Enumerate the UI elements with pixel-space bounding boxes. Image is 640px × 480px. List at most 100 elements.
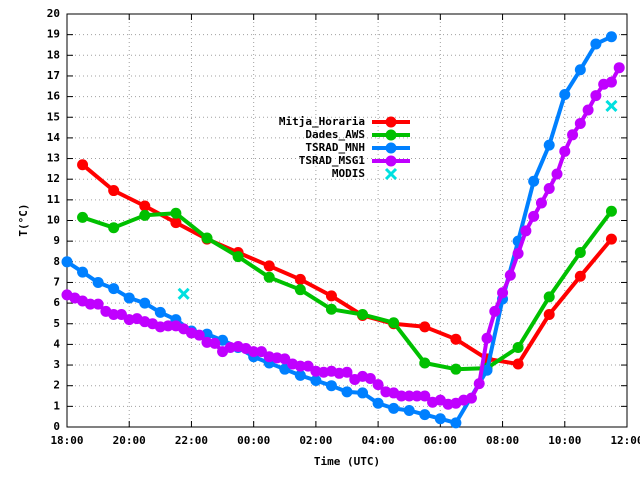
point-marker (279, 353, 291, 365)
point-marker (543, 291, 555, 303)
point-marker (372, 379, 384, 391)
point-marker (248, 346, 260, 358)
point-marker (325, 290, 337, 302)
point-marker (108, 185, 120, 197)
x-tick-label: 04:00 (362, 434, 395, 447)
point-marker (605, 99, 618, 112)
point-marker (504, 269, 516, 281)
point-marker (170, 207, 182, 219)
y-tick-label: 0 (53, 420, 60, 433)
point-marker (193, 329, 205, 341)
point-marker (528, 210, 540, 222)
x-tick-label: 22:00 (175, 434, 208, 447)
point-marker (263, 271, 275, 283)
y-tick-label: 1 (53, 399, 60, 412)
point-marker (77, 211, 89, 223)
point-marker (613, 62, 625, 74)
point-marker (357, 308, 369, 320)
point-marker (310, 375, 322, 387)
point-marker (325, 303, 337, 315)
point-marker (372, 397, 384, 409)
point-marker (450, 363, 462, 375)
point-marker (574, 64, 586, 76)
point-marker (497, 287, 509, 299)
point-marker (574, 247, 586, 259)
y-tick-label: 2 (53, 379, 60, 392)
point-marker (512, 358, 524, 370)
point-marker (170, 217, 182, 229)
point-marker (582, 104, 594, 116)
point-marker (605, 31, 617, 43)
point-marker (403, 404, 415, 416)
point-marker (450, 417, 462, 429)
point-marker (512, 341, 524, 353)
y-tick-label: 7 (53, 275, 60, 288)
y-tick-label: 14 (47, 131, 61, 144)
point-marker (395, 390, 407, 402)
point-marker (177, 287, 190, 300)
point-marker (403, 390, 415, 402)
point-marker (535, 197, 547, 209)
legend-label: TSRAD_MSG1 (299, 154, 366, 167)
point-marker (528, 175, 540, 187)
point-marker (61, 256, 73, 268)
series-line (81, 163, 613, 366)
point-marker (559, 145, 571, 157)
point-marker (419, 321, 431, 333)
point-marker (325, 380, 337, 392)
y-tick-label: 6 (53, 296, 60, 309)
y-tick-label: 8 (53, 255, 60, 268)
point-marker (263, 260, 275, 272)
x-tick-label: 00:00 (237, 434, 270, 447)
y-tick-label: 12 (47, 172, 60, 185)
point-marker (481, 332, 493, 344)
point-marker (108, 308, 120, 320)
legend-marker (385, 155, 397, 167)
y-tick-label: 10 (47, 214, 60, 227)
y-tick-label: 5 (53, 317, 60, 330)
point-marker (255, 346, 267, 358)
point-marker (357, 387, 369, 399)
point-marker (450, 333, 462, 345)
point-marker (388, 402, 400, 414)
y-tick-label: 20 (47, 7, 60, 20)
point-marker (419, 390, 431, 402)
point-marker (232, 251, 244, 263)
x-tick-label: 12:00 (610, 434, 640, 447)
point-marker (481, 364, 493, 376)
point-marker (419, 357, 431, 369)
point-marker (574, 117, 586, 129)
point-marker (77, 159, 89, 171)
point-marker (543, 182, 555, 194)
point-marker (154, 306, 166, 318)
point-marker (209, 337, 221, 349)
point-marker (512, 248, 524, 260)
x-tick-label: 02:00 (299, 434, 332, 447)
point-marker (123, 292, 135, 304)
point-marker (77, 266, 89, 278)
point-marker (411, 390, 423, 402)
point-marker (434, 413, 446, 425)
legend-label: TSRAD_MNH (305, 141, 365, 154)
x-tick-label: 08:00 (486, 434, 519, 447)
point-marker (520, 225, 532, 237)
legend-label: Mitja_Horaria (279, 115, 365, 128)
y-tick-label: 11 (47, 193, 61, 206)
x-tick-label: 18:00 (50, 434, 83, 447)
y-tick-label: 4 (53, 337, 60, 350)
point-marker (115, 308, 127, 320)
x-axis-label: Time (UTC) (314, 455, 380, 468)
point-marker (473, 378, 485, 390)
point-marker (465, 392, 477, 404)
point-marker (364, 372, 376, 384)
legend-label: Dades_AWS (305, 128, 365, 141)
y-axis-label: T(°C) (17, 203, 30, 236)
y-tick-label: 15 (47, 110, 60, 123)
y-tick-label: 18 (47, 48, 60, 61)
point-marker (590, 90, 602, 102)
x-tick-label: 20:00 (113, 434, 146, 447)
point-marker (294, 369, 306, 381)
point-marker (139, 200, 151, 212)
